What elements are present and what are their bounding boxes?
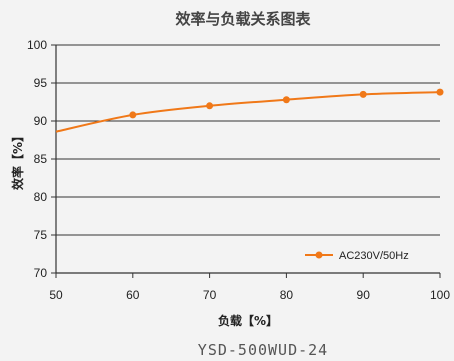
data-point-60 (129, 111, 137, 119)
data-point-80 (282, 96, 290, 104)
legend: AC230V/50Hz (305, 250, 409, 262)
model-number: YSD-500WUD-24 (198, 341, 328, 359)
y-axis-title: 效率【%】 (10, 130, 25, 190)
x-tick-label-60: 60 (126, 288, 140, 302)
y-tick-label-95: 95 (34, 76, 48, 90)
series-line-0 (55, 91, 441, 133)
data-point-90 (359, 90, 367, 98)
x-axis-title: 负载【%】 (218, 313, 278, 328)
data-point-100 (436, 88, 444, 96)
y-tick-label-90: 90 (34, 114, 48, 128)
x-tick-label-100: 100 (430, 288, 450, 302)
x-tick-label-70: 70 (203, 288, 217, 302)
y-tick-label-75: 75 (34, 228, 48, 242)
tick-labels: 70 75 80 85 90 95 100 50 60 70 80 90 100 (27, 38, 450, 302)
axes (51, 44, 441, 278)
series-layer (55, 88, 444, 133)
grid-lines (56, 44, 440, 236)
legend-label: AC230V/50Hz (339, 250, 409, 262)
x-tick-label-80: 80 (280, 288, 294, 302)
y-tick-label-80: 80 (34, 190, 48, 204)
data-point-70 (206, 102, 214, 110)
legend-swatch-marker (315, 251, 323, 259)
y-tick-label-70: 70 (34, 266, 48, 280)
x-tick-label-90: 90 (357, 288, 371, 302)
y-tick-label-85: 85 (34, 152, 48, 166)
chart-title: 效率与负载关系图表 (175, 10, 311, 28)
y-tick-label-100: 100 (27, 38, 47, 52)
x-tick-label-50: 50 (49, 288, 63, 302)
